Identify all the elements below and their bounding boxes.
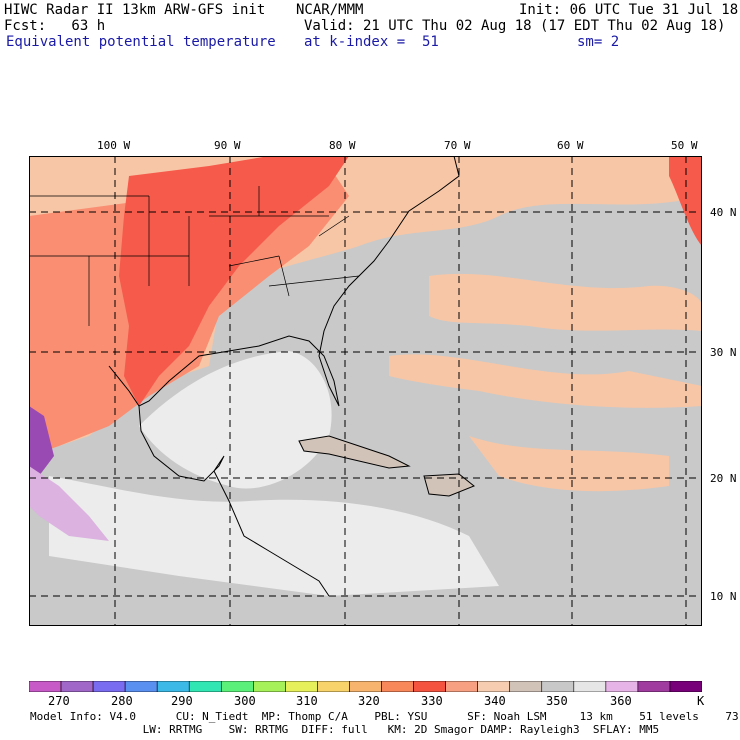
lon-label-90w: 90 W: [214, 139, 241, 152]
colorbar-label-280: 280: [111, 694, 133, 708]
field-cool-caribbean: [49, 476, 499, 596]
colorbar-swatch: [124, 681, 158, 692]
colorbar-swatch: [669, 681, 702, 692]
lat-label-40n: 40 N: [710, 206, 737, 219]
lon-label-100w: 100 W: [97, 139, 131, 152]
colorbar-label-320: 320: [358, 694, 380, 708]
colorbar-swatch: [349, 681, 382, 692]
colorbar-swatch: [381, 681, 414, 692]
colorbar-swatch: [92, 681, 126, 692]
colorbar-swatch: [573, 681, 607, 692]
colorbar-swatch: [413, 681, 446, 692]
lon-label-80w: 80 W: [329, 139, 356, 152]
colorbar-label-350: 350: [546, 694, 568, 708]
colorbar-swatch: [285, 681, 318, 692]
forecast-hour: Fcst: 63 h: [4, 18, 106, 34]
field-mild-band-1: [429, 273, 702, 331]
field-lilac-mexico: [29, 466, 109, 541]
init-time: Init: 06 UTC Tue 31 Jul 18: [519, 2, 739, 18]
model-info-line-2: LW: RRTMG SW: RRTMG DIFF: full KM: 2D Sm…: [30, 723, 660, 736]
field-hot-northeast: [669, 156, 702, 246]
state-borders: [29, 186, 360, 326]
colorbar-label-290: 290: [171, 694, 193, 708]
model-info-line-1: Model Info: V4.0 CU: N_Tiedt MP: Thomp C…: [30, 710, 740, 723]
colorbar-label-330: 330: [421, 694, 443, 708]
us-gulf-coastline: [108, 156, 460, 407]
lat-label-20n: 20 N: [710, 472, 737, 485]
colorbar-swatch: [477, 681, 511, 692]
lon-label-50w: 50 W: [671, 139, 698, 152]
field-mild-band-3: [469, 436, 669, 492]
field-purple-mexico: [29, 406, 54, 476]
colorbar: [29, 681, 702, 692]
institution: NCAR/MMM: [296, 2, 364, 18]
colorbar-swatch: [188, 681, 222, 692]
colorbar-swatch: [156, 681, 190, 692]
colorbar-swatch: [253, 681, 286, 692]
level-index: at k-index = 51: [304, 34, 439, 50]
hispaniola-outline: [423, 473, 475, 497]
run-title: HIWC Radar II 13km ARW-GFS init: [4, 2, 266, 18]
lon-label-70w: 70 W: [444, 139, 471, 152]
colorbar-label-340: 340: [484, 694, 506, 708]
colorbar-swatch: [541, 681, 575, 692]
field-mild-band-2: [389, 354, 702, 408]
map-frame: [29, 156, 702, 626]
colorbar-swatch: [637, 681, 671, 692]
colorbar-swatch: [509, 681, 543, 692]
colorbar-swatch: [445, 681, 478, 692]
mexico-coastline: [138, 405, 330, 597]
cuba-outline: [298, 435, 411, 469]
field-hot-core: [119, 156, 349, 406]
forecast-map: [29, 156, 702, 626]
colorbar-label-270: 270: [48, 694, 70, 708]
colorbar-swatch: [317, 681, 350, 692]
lat-label-10n: 10 N: [710, 590, 737, 603]
colorbar-label-310: 310: [296, 694, 318, 708]
colorbar-unit: K: [697, 694, 705, 708]
colorbar-swatch: [605, 681, 639, 692]
colorbar-label-360: 360: [610, 694, 632, 708]
graticule: [29, 156, 702, 626]
lon-label-60w: 60 W: [557, 139, 584, 152]
colorbar-swatch: [29, 681, 62, 692]
lat-label-30n: 30 N: [710, 346, 737, 359]
colorbar-swatch: [220, 681, 254, 692]
colorbar-swatch: [60, 681, 94, 692]
colorbar-label-300: 300: [234, 694, 256, 708]
field-cool-gulf: [139, 351, 332, 489]
smoothing: sm= 2: [577, 34, 620, 50]
field-name: Equivalent potential temperature: [6, 34, 276, 50]
valid-time: Valid: 21 UTC Thu 02 Aug 18 (17 EDT Thu …: [304, 18, 726, 34]
